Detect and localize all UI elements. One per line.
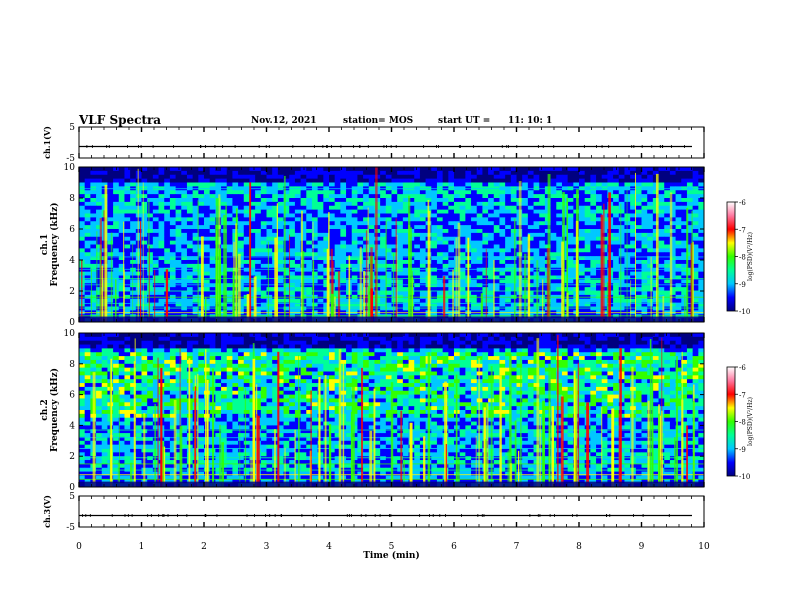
station-label: station= MOS [343, 116, 414, 126]
y-tick-label: 10 [64, 163, 76, 173]
x-tick-label: 5 [389, 542, 395, 552]
x-tick-label: 9 [639, 542, 645, 552]
x-tick-label: 0 [76, 542, 82, 552]
y-tick-label: 8 [69, 194, 75, 204]
panel-4-waveform [79, 514, 692, 517]
colorbar-tick-label: -7 [739, 226, 746, 234]
colorbar-1: -6 -7 -8 -9 -10 log(PSD)(V²/Hz) [726, 199, 754, 316]
y-tick-label: 2 [69, 287, 75, 297]
x-tick-label: 7 [514, 542, 520, 552]
colorbar-tick-label: -8 [739, 254, 746, 262]
x-axis-label: Time (min) [363, 550, 420, 561]
y-tick-label: 6 [69, 391, 75, 401]
colorbar-2: -6 -7 -8 -9 -10 log(PSD)(V²/Hz) [726, 364, 754, 481]
y-tick-label: 0 [69, 318, 75, 328]
colorbar-label: log(PSD)(V²/Hz) [747, 232, 754, 281]
panel-3-spectrogram [79, 333, 705, 488]
x-tick-label: 1 [139, 542, 145, 552]
colorbar-tick-label: -7 [739, 391, 746, 399]
y-tick-label: 4 [69, 256, 75, 266]
colorbar-tick-label: -6 [739, 199, 746, 207]
y-tick-label: 6 [69, 225, 75, 235]
y-tick-label: 8 [69, 360, 75, 370]
panel-2-channel-label: ch.1 [40, 234, 50, 255]
colorbar-tick-label: -6 [739, 364, 746, 372]
colorbar-tick-label: -10 [739, 308, 750, 316]
panel-4-ylabel: ch.3(V) [42, 495, 52, 528]
date-label: Nov.12, 2021 [251, 116, 317, 126]
y-tick-label: 0 [69, 483, 75, 493]
start-time-label: start UT = [438, 116, 491, 126]
y-tick-label: 10 [64, 329, 76, 339]
y-tick-label: -5 [66, 523, 75, 533]
x-tick-label: 4 [326, 542, 332, 552]
panel-2-ylabel: Frequency (kHz) [49, 202, 60, 286]
panel-3-channel-label: ch.2 [40, 399, 50, 420]
start-time-value: 11: 10: 1 [508, 116, 553, 126]
y-tick-label: 4 [69, 421, 75, 431]
colorbar-label: log(PSD)(V²/Hz) [747, 397, 754, 446]
y-tick-label: 5 [69, 123, 75, 133]
colorbar-tick-label: -10 [739, 473, 750, 481]
y-tick-label: -5 [66, 154, 75, 164]
x-tick-label: 2 [201, 542, 207, 552]
colorbar-tick-label: -9 [739, 281, 746, 289]
y-tick-label: 5 [69, 492, 75, 502]
panel-1-waveform [79, 145, 692, 148]
panel-1-ylabel: ch.1(V) [42, 126, 52, 159]
x-tick-label: 3 [264, 542, 270, 552]
x-tick-label: 10 [698, 542, 710, 552]
panel-2-spectrogram [79, 167, 705, 323]
colorbar-tick-label: -8 [739, 419, 746, 427]
x-tick-label: 6 [451, 542, 457, 552]
x-tick-label: 8 [576, 542, 582, 552]
colorbar-tick-label: -9 [739, 446, 746, 454]
panel-3-ylabel: Frequency (kHz) [49, 368, 60, 452]
chart-title: VLF Spectra [79, 113, 162, 127]
y-tick-label: 2 [69, 452, 75, 462]
